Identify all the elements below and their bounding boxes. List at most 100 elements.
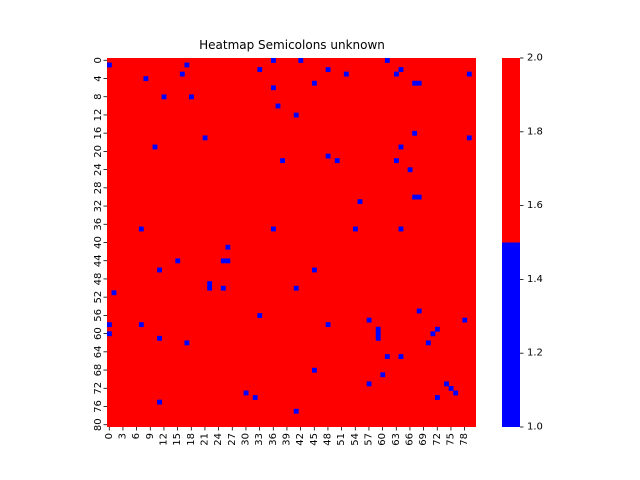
heatmap-cell xyxy=(425,340,431,346)
heatmap-cell xyxy=(312,367,317,373)
y-tick-label: 72 xyxy=(93,382,104,395)
heatmap-cell xyxy=(202,135,208,141)
heatmap-background-cells xyxy=(107,58,476,427)
x-tick-label: 57 xyxy=(363,433,374,446)
heatmap-cell xyxy=(107,331,112,337)
heatmap-cell xyxy=(375,335,381,341)
y-tick-label: 68 xyxy=(93,364,104,377)
x-tick-label: 24 xyxy=(213,433,224,446)
x-tick-label: 39 xyxy=(281,433,292,446)
colorbar: 1.0 1.2 1.4 1.6 1.8 2.0 xyxy=(502,53,543,433)
x-tick-label: 21 xyxy=(199,433,210,446)
colorbar-tick-label: 1.8 xyxy=(527,126,543,137)
heatmap-area xyxy=(107,58,476,427)
heatmap-cell xyxy=(157,267,162,273)
heatmap-cell xyxy=(312,80,317,86)
heatmap-cell xyxy=(243,390,249,396)
heatmap-cell xyxy=(412,80,418,86)
heatmap-cell xyxy=(293,285,299,291)
y-tick-label: 8 xyxy=(93,94,104,100)
x-tick-label: 12 xyxy=(158,433,169,446)
heatmap-cell xyxy=(298,58,304,63)
heatmap-cell xyxy=(394,71,399,77)
heatmap-cell xyxy=(466,71,472,77)
heatmap-cell xyxy=(175,258,181,264)
heatmap-cell xyxy=(207,281,213,287)
x-tick-label: 60 xyxy=(377,433,388,446)
y-tick-label: 80 xyxy=(93,418,104,431)
heatmap-cell xyxy=(435,326,440,332)
heatmap-cell xyxy=(207,285,213,291)
heatmap-cell xyxy=(453,390,459,396)
heatmap-cell xyxy=(138,322,144,328)
heatmap-cell xyxy=(325,67,331,72)
heatmap-cell xyxy=(412,194,418,200)
x-axis: 0 3 6 9 12 15 18 21 24 27 30 33 36 39 42 45 48 51 54 57 60 63… xyxy=(104,427,470,446)
heatmap-cell xyxy=(161,94,167,100)
heatmap-cell xyxy=(334,158,340,164)
heatmap-cell xyxy=(444,381,449,387)
x-tick-label: 6 xyxy=(131,433,142,439)
y-tick-label: 16 xyxy=(93,127,104,140)
y-tick-label: 56 xyxy=(93,309,104,322)
y-tick-label: 0 xyxy=(93,57,104,63)
heatmap-cell xyxy=(366,381,372,387)
heatmap-cell xyxy=(394,158,399,164)
heatmap-cell xyxy=(152,144,158,150)
heatmap-cell xyxy=(448,386,454,391)
heatmap-cell xyxy=(107,62,112,68)
heatmap-cell xyxy=(430,331,436,337)
heatmap-cell xyxy=(143,76,149,82)
y-tick-label: 32 xyxy=(93,200,104,213)
heatmap-cell xyxy=(179,71,185,77)
heatmap-cell xyxy=(407,167,413,173)
colorbar-tick-label: 1.4 xyxy=(527,274,543,285)
heatmap-cell xyxy=(271,226,276,232)
heatmap-cell xyxy=(466,135,472,141)
colorbar-tick-label: 1.2 xyxy=(527,348,543,359)
x-tick-label: 30 xyxy=(240,433,251,446)
x-tick-label: 27 xyxy=(227,433,238,446)
x-tick-label: 3 xyxy=(117,433,128,439)
heatmap-cell xyxy=(220,285,226,291)
y-tick-label: 12 xyxy=(93,109,104,122)
x-tick-label: 51 xyxy=(336,433,347,446)
y-tick-label: 52 xyxy=(93,291,104,304)
heatmap-cell xyxy=(412,130,418,136)
heatmap-cell xyxy=(435,395,440,400)
x-tick-label: 42 xyxy=(295,433,306,446)
heatmap-cell xyxy=(280,158,285,164)
heatmap-cell xyxy=(312,267,317,273)
y-tick-label: 24 xyxy=(93,163,104,176)
y-tick-label: 36 xyxy=(93,218,104,231)
x-tick-label: 36 xyxy=(268,433,279,446)
heatmap-cell xyxy=(384,354,390,359)
heatmap-cell xyxy=(157,335,162,341)
heatmap-cell xyxy=(357,199,363,205)
heatmap-cell xyxy=(111,290,117,296)
heatmap-cell xyxy=(366,317,372,323)
heatmap-cell xyxy=(184,62,190,68)
x-tick-label: 0 xyxy=(104,433,115,439)
y-tick-label: 20 xyxy=(93,145,104,158)
heatmap-cell xyxy=(257,67,263,72)
heatmap-cell xyxy=(353,226,358,232)
x-tick-label: 9 xyxy=(145,433,156,439)
heatmap-cell xyxy=(184,340,190,346)
heatmap-cell xyxy=(380,372,386,378)
heatmap-cell xyxy=(138,226,144,232)
heatmap-cell xyxy=(398,67,404,72)
x-tick-label: 15 xyxy=(172,433,183,446)
x-tick-label: 78 xyxy=(459,433,470,446)
heatmap-cell xyxy=(416,308,422,314)
x-tick-label: 18 xyxy=(186,433,197,446)
heatmap-cell xyxy=(225,258,231,264)
y-tick-label: 60 xyxy=(93,327,104,340)
heatmap-cell xyxy=(343,71,349,77)
y-tick-label: 4 xyxy=(93,75,104,81)
heatmap-cell xyxy=(416,194,422,200)
heatmap-cell xyxy=(189,94,194,100)
heatmap-cell xyxy=(462,317,468,323)
